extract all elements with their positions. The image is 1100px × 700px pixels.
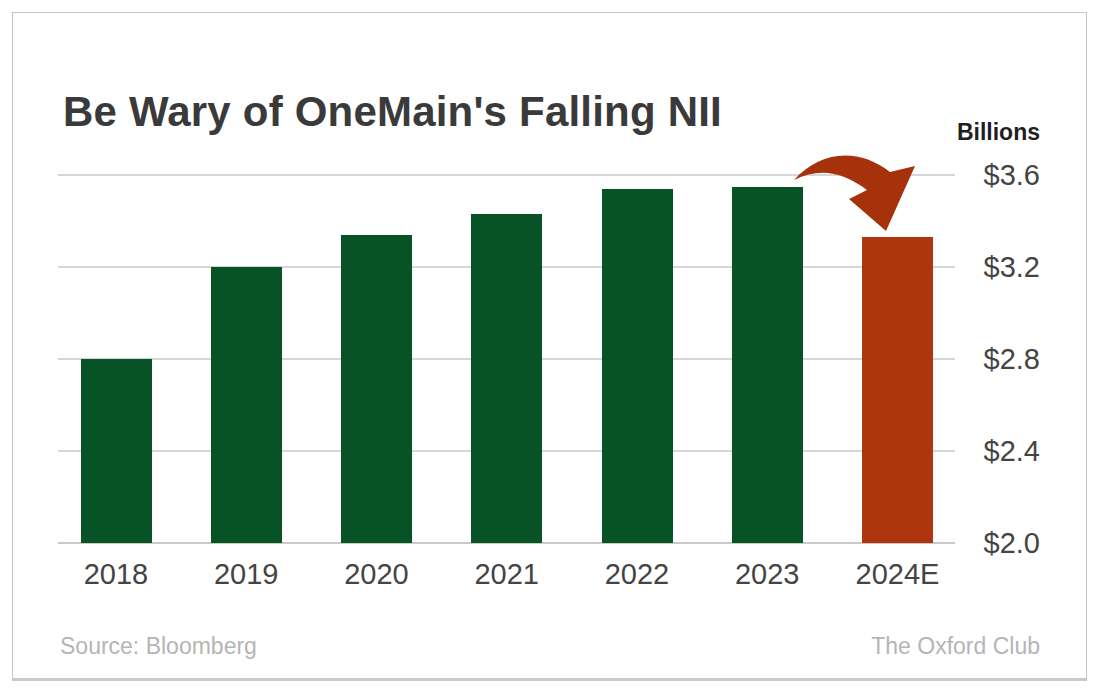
y-tick-label: $2.4 bbox=[920, 435, 1040, 467]
source-credit: Source: Bloomberg bbox=[60, 633, 257, 660]
bar-2023 bbox=[732, 187, 803, 544]
y-tick-label: $2.0 bbox=[920, 527, 1040, 559]
x-tick-label-2022: 2022 bbox=[567, 558, 707, 590]
x-tick-label-2020: 2020 bbox=[307, 558, 447, 590]
x-tick-label-2018: 2018 bbox=[46, 558, 186, 590]
bar-2020 bbox=[341, 235, 412, 543]
bar-2018 bbox=[81, 359, 152, 543]
x-tick-label-2021: 2021 bbox=[437, 558, 577, 590]
gridline-$3.6 bbox=[58, 174, 955, 176]
bar-2024E bbox=[862, 237, 933, 543]
chart-title: Be Wary of OneMain's Falling NII bbox=[63, 88, 722, 136]
y-axis-unit-label: Billions bbox=[957, 119, 1040, 146]
bar-2019 bbox=[211, 267, 282, 543]
y-tick-label: $3.2 bbox=[920, 251, 1040, 283]
x-tick-label-2019: 2019 bbox=[176, 558, 316, 590]
y-tick-label: $3.6 bbox=[920, 159, 1040, 191]
x-tick-label-2023: 2023 bbox=[697, 558, 837, 590]
attribution-credit: The Oxford Club bbox=[871, 633, 1040, 660]
bar-2021 bbox=[471, 214, 542, 543]
y-tick-label: $2.8 bbox=[920, 343, 1040, 375]
bar-2022 bbox=[602, 189, 673, 543]
x-tick-label-2024E: 2024E bbox=[828, 558, 968, 590]
